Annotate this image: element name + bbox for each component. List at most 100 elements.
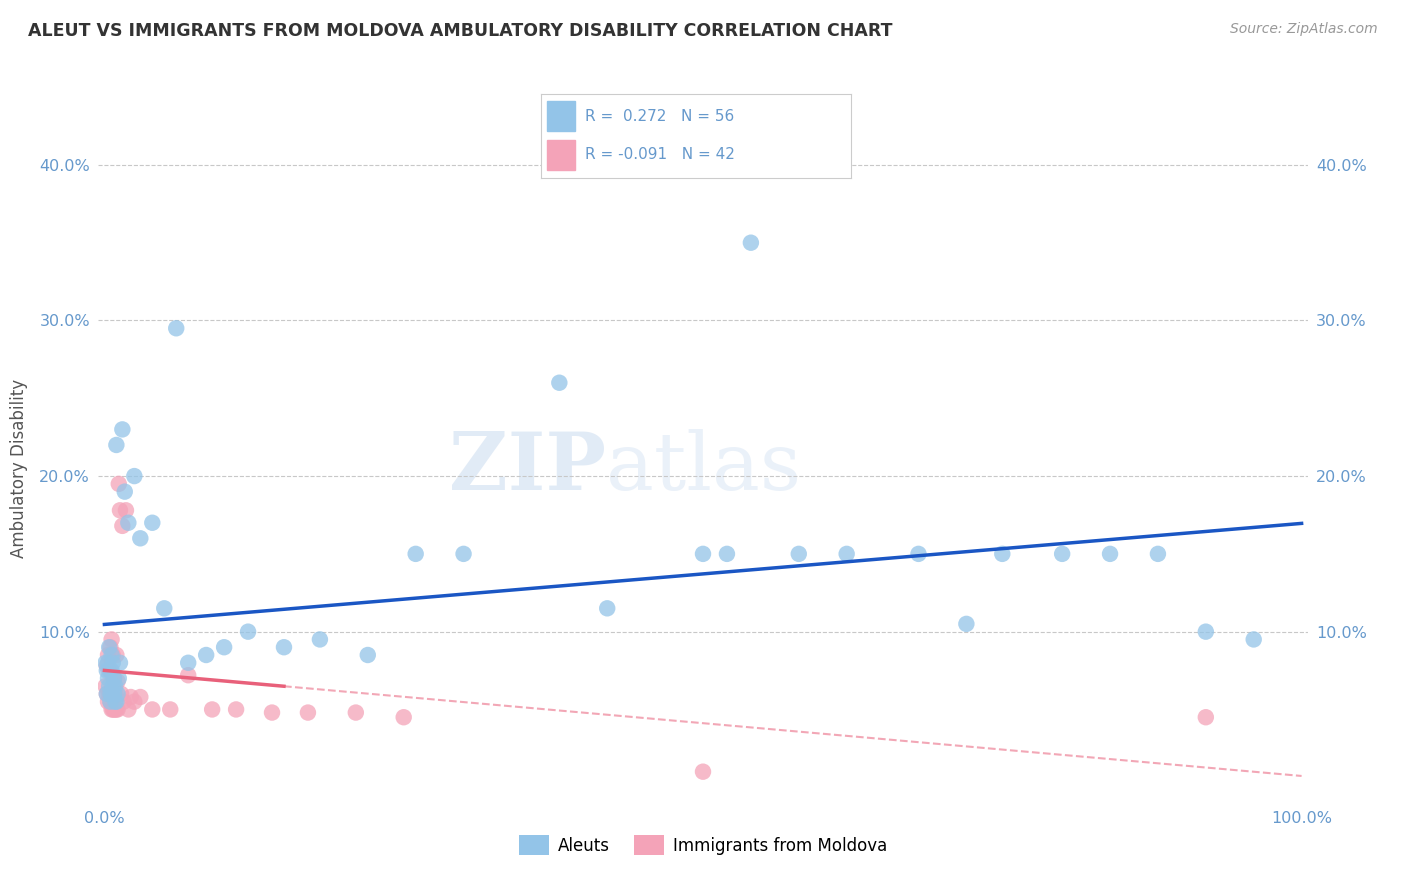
Point [101,656,124,670]
Point [201,702,224,716]
Point [111,519,134,533]
Point [100,687,122,701]
Bar [547,102,575,131]
Legend: Aleuts, Immigrants from Moldova: Aleuts, Immigrants from Moldova [512,829,894,862]
Point [104,683,127,698]
Point [907,547,929,561]
Point [273,640,295,655]
Point [98,687,121,701]
Point [107,671,129,685]
Point [453,547,475,561]
Point [100,632,122,647]
Point [105,695,128,709]
Point [97,656,120,670]
Point [101,679,124,693]
Point [98,664,121,678]
Point [991,547,1014,561]
Point [100,648,122,662]
Point [212,640,235,655]
Point [120,690,142,704]
Point [159,702,181,716]
Point [108,656,131,670]
Point [129,531,152,545]
Point [1147,547,1170,561]
Point [129,690,152,704]
Point [104,702,127,716]
Point [103,702,125,716]
Text: R = -0.091   N = 42: R = -0.091 N = 42 [585,147,734,162]
Y-axis label: Ambulatory Disability: Ambulatory Disability [10,379,28,558]
Point [740,235,762,250]
Point [101,702,124,716]
Point [108,503,131,517]
Text: Source: ZipAtlas.com: Source: ZipAtlas.com [1230,22,1378,37]
Text: atlas: atlas [606,429,801,508]
Point [596,601,619,615]
Point [195,648,218,662]
Point [114,484,136,499]
Point [112,695,135,709]
Point [103,671,125,685]
Point [405,547,427,561]
Point [124,469,146,483]
Point [357,648,380,662]
Point [98,679,121,693]
Point [236,624,259,639]
Point [117,516,139,530]
Point [101,648,124,662]
Point [787,547,810,561]
Point [716,547,738,561]
Point [392,710,415,724]
Point [96,687,118,701]
Point [309,632,332,647]
Point [103,687,125,701]
Point [153,601,176,615]
Point [225,702,247,716]
Point [100,695,122,709]
Point [124,695,146,709]
Point [692,547,714,561]
Point [115,503,138,517]
Point [107,702,129,716]
Point [692,764,714,779]
Point [1195,624,1218,639]
Text: ALEUT VS IMMIGRANTS FROM MOLDOVA AMBULATORY DISABILITY CORRELATION CHART: ALEUT VS IMMIGRANTS FROM MOLDOVA AMBULAT… [28,22,893,40]
Point [1050,547,1073,561]
Point [177,668,200,682]
Point [96,659,118,673]
Point [97,695,120,709]
Point [100,640,122,655]
Point [96,687,118,701]
Point [97,648,120,662]
Point [117,702,139,716]
Point [98,640,121,655]
Point [105,438,128,452]
Point [107,476,129,491]
Point [165,321,187,335]
Point [104,679,127,693]
Point [97,671,120,685]
Point [100,695,122,709]
Point [835,547,858,561]
Point [105,702,128,716]
Point [104,695,127,709]
Text: ZIP: ZIP [450,429,606,508]
Bar [547,140,575,169]
Point [141,516,163,530]
Point [548,376,571,390]
Text: R =  0.272   N = 56: R = 0.272 N = 56 [585,109,734,124]
Point [105,648,128,662]
Point [297,706,319,720]
Point [1195,710,1218,724]
Point [344,706,367,720]
Point [96,664,118,678]
Point [111,422,134,436]
Point [100,664,122,678]
Point [107,687,129,701]
Point [94,679,117,693]
Point [1243,632,1265,647]
Point [103,671,125,685]
Point [100,664,122,678]
Point [107,674,129,689]
Point [141,702,163,716]
